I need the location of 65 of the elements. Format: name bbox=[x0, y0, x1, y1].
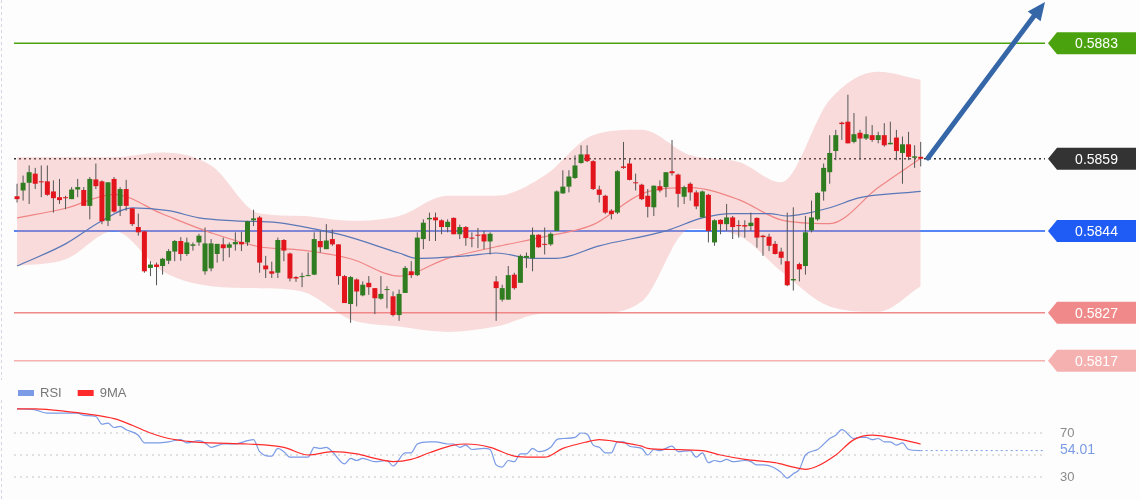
candlestick bbox=[724, 203, 730, 232]
candlestick bbox=[384, 285, 390, 309]
candlestick bbox=[469, 231, 475, 248]
candlestick bbox=[857, 129, 863, 161]
y-tick-label: 0.5883 bbox=[1075, 35, 1119, 52]
y-tick-label: 0.5827 bbox=[1075, 304, 1119, 321]
y-tick-label: 70 bbox=[1060, 424, 1075, 440]
candlestick bbox=[323, 223, 329, 250]
y-tick-label: 30 bbox=[1060, 468, 1075, 484]
candlestick bbox=[305, 252, 311, 277]
candlestick bbox=[281, 238, 287, 262]
candlestick bbox=[578, 144, 584, 165]
candlestick bbox=[481, 230, 487, 250]
candlestick bbox=[863, 115, 869, 141]
candlestick bbox=[220, 237, 226, 262]
candlestick bbox=[584, 144, 590, 163]
candlestick bbox=[317, 230, 323, 254]
candlestick bbox=[487, 231, 493, 255]
candlestick bbox=[463, 225, 469, 247]
candlestick bbox=[117, 186, 123, 217]
candlestick bbox=[796, 262, 802, 282]
candlestick bbox=[81, 186, 87, 207]
candlestick bbox=[396, 289, 402, 322]
candlestick bbox=[493, 275, 499, 322]
candlestick bbox=[663, 171, 669, 198]
candlestick bbox=[687, 181, 693, 202]
candlestick bbox=[906, 131, 912, 161]
candlestick bbox=[881, 122, 887, 148]
candlestick bbox=[366, 275, 372, 296]
candlestick bbox=[299, 272, 305, 288]
y-tick-label: 0.5844 bbox=[1075, 222, 1119, 239]
line-series bbox=[16, 190, 922, 267]
candlestick bbox=[851, 112, 857, 144]
legend-label: 9MA bbox=[99, 384, 127, 400]
y-tick-label: 0.5859 bbox=[1075, 150, 1119, 167]
candlestick bbox=[918, 141, 924, 167]
candlestick bbox=[20, 175, 26, 202]
candlestick bbox=[26, 164, 32, 205]
candlestick bbox=[681, 185, 687, 205]
candlestick bbox=[354, 278, 360, 307]
candlestick bbox=[123, 179, 129, 212]
candlestick bbox=[893, 129, 899, 161]
candlestick bbox=[293, 275, 299, 283]
candlestick bbox=[433, 212, 438, 242]
legend-label: RSI bbox=[40, 384, 62, 400]
candlestick bbox=[75, 178, 81, 198]
candlestick bbox=[14, 183, 20, 204]
candlestick bbox=[693, 189, 699, 210]
candlestick bbox=[833, 129, 839, 161]
candlestick bbox=[378, 275, 384, 301]
text: 54.01 bbox=[1060, 441, 1096, 458]
candlestick bbox=[675, 173, 681, 208]
candlestick bbox=[390, 290, 396, 318]
candlestick bbox=[244, 220, 250, 247]
line-series bbox=[16, 157, 922, 277]
candlestick bbox=[711, 218, 717, 247]
candlestick bbox=[372, 287, 378, 315]
candlestick bbox=[899, 136, 905, 185]
candlestick bbox=[651, 185, 657, 217]
candlestick bbox=[912, 144, 918, 169]
candlestick bbox=[178, 236, 184, 262]
candlestick bbox=[475, 227, 481, 249]
y-tick-label: 0.5817 bbox=[1075, 352, 1119, 369]
candlestick bbox=[657, 179, 663, 193]
candlestick bbox=[669, 139, 675, 177]
